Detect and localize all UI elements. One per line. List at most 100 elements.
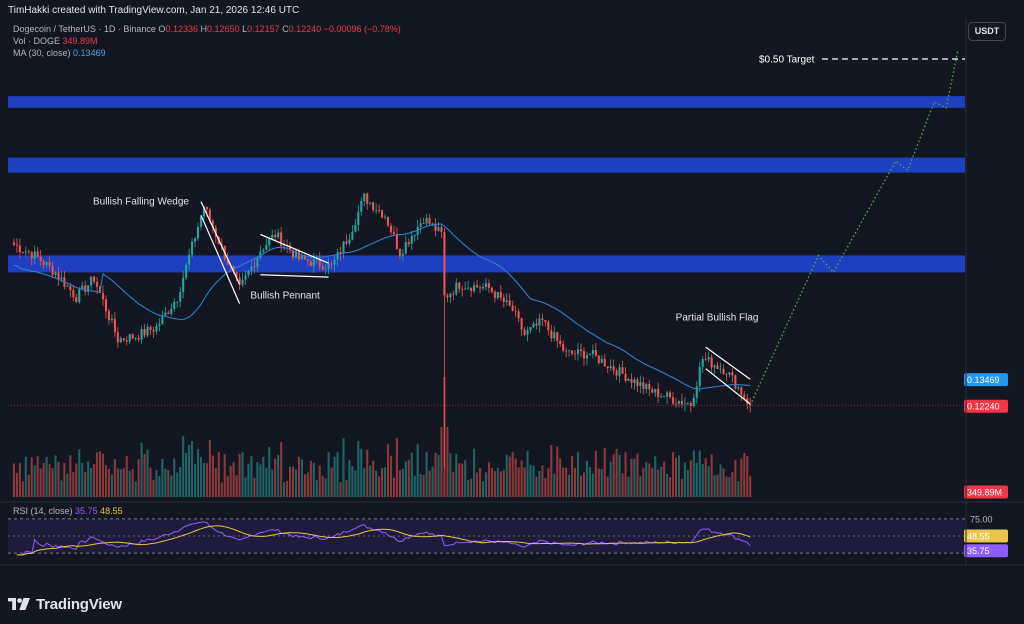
volume-bar [645,462,648,497]
candle-body [493,291,496,298]
candle-body [579,349,583,352]
volume-bar [740,458,743,497]
volume-bar [369,465,372,497]
volume-bar [538,470,541,497]
volume-bar [579,475,583,497]
candle-body [45,262,48,266]
volume-bar [624,452,627,497]
volume-bar [107,468,110,497]
candle-body [588,353,591,355]
volume-bar [446,427,449,497]
volume-bar [562,467,565,497]
volume-bar [179,467,182,497]
rsi-value: 35.75 [75,506,98,516]
candle-body [208,209,211,221]
candles [12,192,752,468]
volume-bar [680,478,683,497]
volume-bar [725,476,728,497]
volume-bar [434,452,437,497]
rsi-ma-line [16,525,751,556]
candle-body [710,357,713,368]
candle-body [36,251,39,257]
volume-bar [582,472,585,497]
volume-bar [467,479,470,497]
volume-bar [490,468,493,497]
volume-bar [354,470,357,497]
volume-bar [677,455,680,497]
volume-bar [413,475,416,497]
volume-bar [571,455,574,497]
candle-body [312,259,315,266]
candle-body [24,251,27,253]
tradingview-logo[interactable]: TradingView [8,594,122,614]
rsi-label[interactable]: RSI (14, close) [13,506,73,516]
candle-body [158,324,161,327]
volume-bar [392,477,395,497]
volume-bar [499,471,502,497]
candle-body [633,379,636,383]
volume-bar [372,460,375,497]
volume-bar [283,482,286,497]
volume-label[interactable]: Vol · DOGE [13,36,61,46]
volume-bar [84,472,87,497]
rsi-ma-value: 48.55 [100,506,123,516]
ma-label[interactable]: MA (30, close) [13,48,71,58]
candle-body [247,270,250,276]
candle-body [499,292,502,298]
volume-bar [588,467,591,497]
volume-bar [422,474,425,497]
volume-bar [327,451,330,497]
candle-body [529,327,532,331]
candle-body [487,283,490,288]
candle-body [235,271,238,278]
candle-body [348,239,351,244]
volume-bar [594,450,597,497]
candle-body [523,329,526,335]
projection-path [749,49,959,406]
candle-body [271,234,274,239]
volume-bar [749,475,752,497]
volume-bar [722,468,725,497]
volume-bar [176,472,179,497]
volume-bar [618,454,621,497]
volume-bar [24,456,27,497]
rsi-tick-label: 75.00 [970,514,993,524]
candle-body [303,255,306,260]
volume-bar [431,466,434,497]
volume-bar [125,456,128,497]
candle-body [39,256,42,262]
candle-body [291,250,295,258]
candle-body [476,285,479,288]
volume-bar [425,451,428,497]
symbol-row: Dogecoin / TetherUS · 1D · Binance O0.12… [13,23,401,35]
volume-bar [134,481,137,497]
candle-body [336,251,339,260]
candle-body [571,350,574,354]
volume-bar [452,472,455,497]
candle-body [547,321,550,331]
candle-body [193,238,197,242]
candle-body [431,223,434,225]
volume-bar [45,456,48,497]
candle-body [425,217,428,224]
volume-bars [12,377,752,497]
volume-bar [188,444,191,497]
currency-button[interactable]: USDT [968,22,1006,41]
candle-body [101,293,105,300]
volume-bar [526,450,529,497]
candle-body [309,261,312,266]
volume-bar [671,451,675,497]
volume-bar [137,459,140,497]
symbol-name[interactable]: Dogecoin / TetherUS · 1D · Binance [13,24,156,34]
volume-bar [205,463,208,497]
candle-body [660,396,663,398]
volume-bar [244,477,247,497]
candle-body [470,287,473,292]
volume-bar [493,471,496,497]
volume-bar [550,445,553,497]
candle-body [591,350,594,354]
volume-bar [728,477,731,497]
candle-body [565,350,568,352]
volume-bar [321,475,324,497]
